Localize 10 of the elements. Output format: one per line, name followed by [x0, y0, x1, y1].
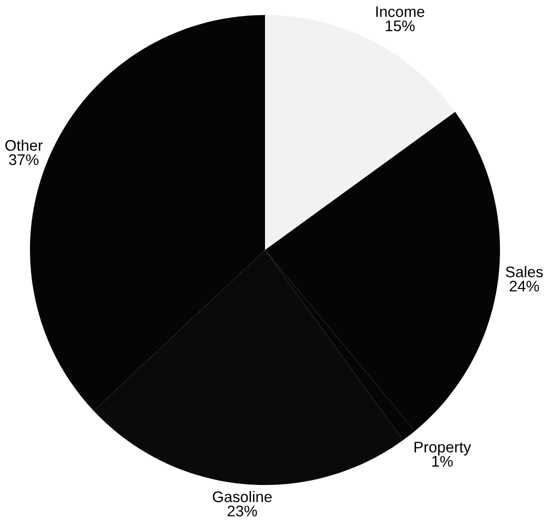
- slice-label: Property: [414, 442, 472, 456]
- data-label: 37%: [9, 154, 38, 166]
- slice-label: Sales: [506, 266, 543, 278]
- data-label: 24%: [510, 280, 539, 292]
- slice-label: Gasoline: [212, 490, 272, 502]
- data-label: 1%: [432, 456, 453, 467]
- slice-label: Other: [5, 140, 43, 151]
- data-label: 23%: [228, 506, 257, 516]
- slice-label: Income: [376, 6, 424, 18]
- data-label: 15%: [386, 20, 415, 32]
